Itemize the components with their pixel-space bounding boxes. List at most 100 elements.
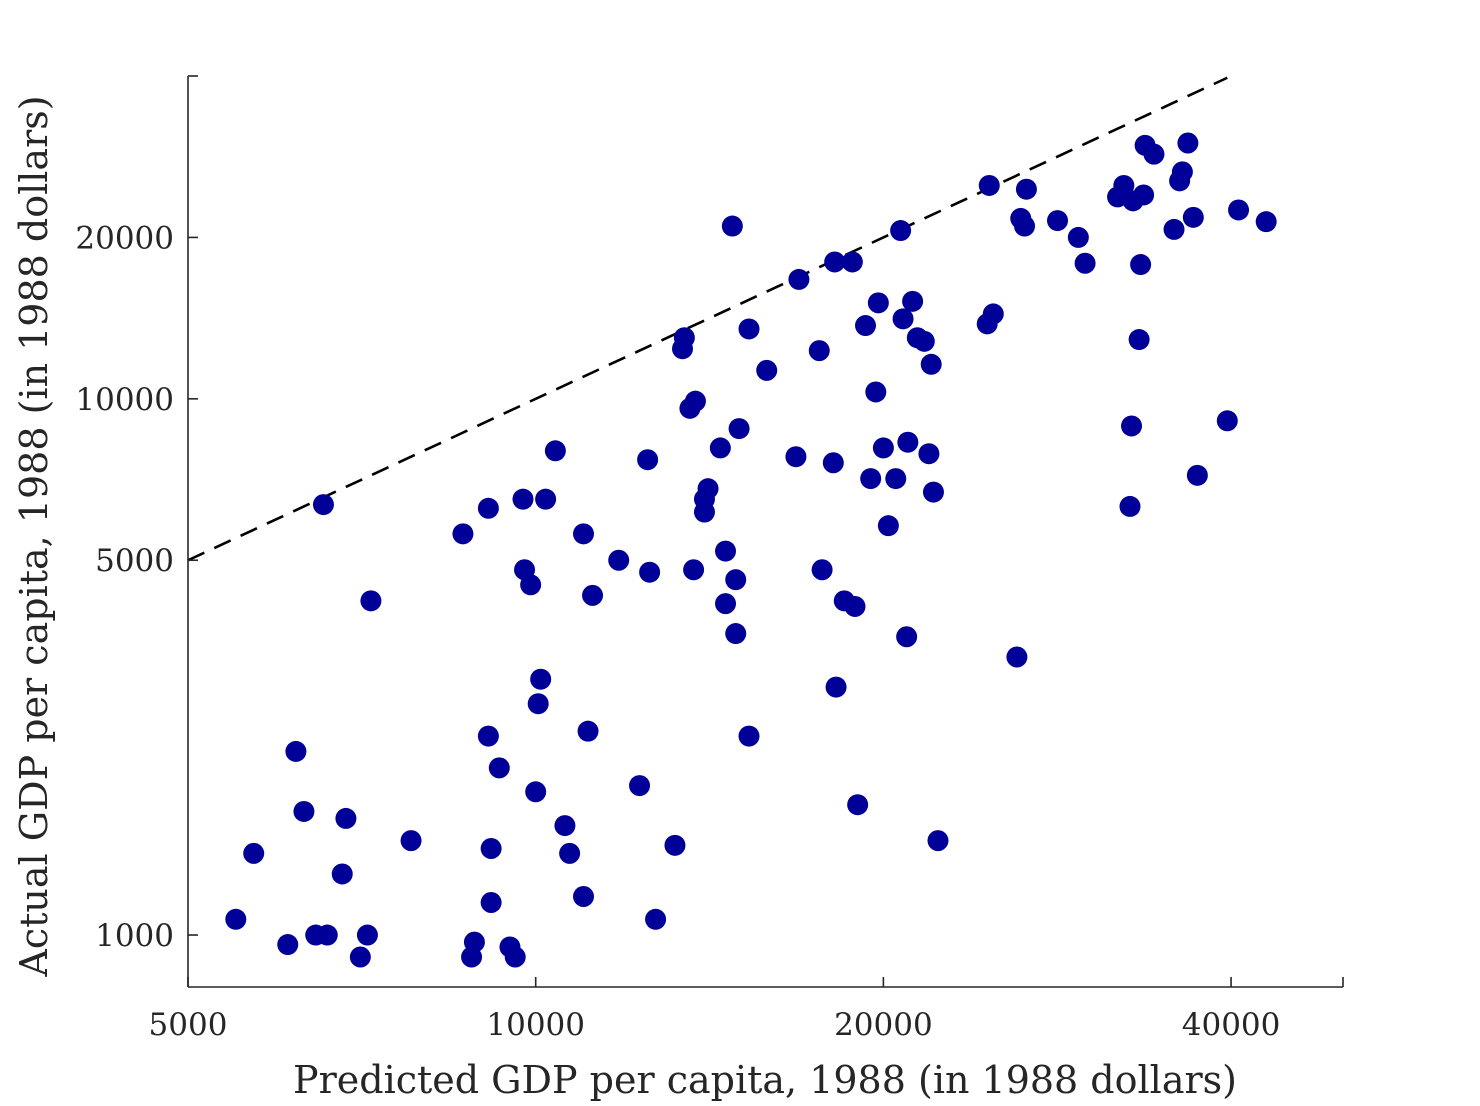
data-point [1216, 410, 1238, 432]
data-point [918, 443, 940, 465]
data-point [335, 807, 357, 829]
data-point [480, 891, 502, 913]
data-point [1130, 254, 1152, 276]
data-point [1128, 329, 1150, 351]
data-point [892, 308, 914, 330]
data-points [225, 132, 1277, 968]
data-point [1006, 646, 1028, 668]
data-point [1177, 132, 1199, 154]
data-point [554, 815, 576, 837]
data-point [477, 497, 499, 519]
data-point [664, 834, 686, 856]
data-point [645, 908, 667, 930]
reference-line-group [187, 76, 1228, 562]
data-point [885, 468, 907, 490]
data-point [922, 481, 944, 503]
data-point [608, 549, 630, 571]
data-point [1067, 226, 1089, 248]
data-point [356, 924, 378, 946]
data-point [822, 452, 844, 474]
data-point [535, 488, 557, 510]
data-point [637, 449, 659, 471]
data-point [738, 725, 760, 747]
data-point [1133, 184, 1155, 206]
data-point [463, 931, 485, 953]
y-tick-label: 10000 [75, 382, 174, 418]
data-point [824, 251, 846, 273]
data-point [1119, 495, 1141, 517]
data-point [1121, 415, 1143, 437]
data-point [684, 390, 706, 412]
y-tick-label: 20000 [75, 220, 174, 256]
data-point [1182, 206, 1204, 228]
data-point [715, 593, 737, 615]
y-axis-label: Actual GDP per capita, 1988 (in 1988 dol… [12, 95, 56, 977]
data-point [841, 251, 863, 273]
data-point [225, 908, 247, 930]
data-point [697, 478, 719, 500]
data-point [890, 220, 912, 242]
data-point [738, 318, 760, 340]
data-point [331, 863, 353, 885]
data-point [855, 315, 877, 337]
data-point [1143, 143, 1165, 165]
data-point [978, 174, 1000, 196]
data-point [1113, 174, 1135, 196]
data-point [982, 303, 1004, 325]
data-point [1163, 218, 1185, 240]
reference-line [187, 76, 1228, 562]
data-point [728, 418, 750, 440]
data-point [896, 626, 918, 648]
data-point [480, 838, 502, 860]
data-point [902, 290, 924, 312]
data-point [897, 431, 919, 453]
data-point [825, 676, 847, 698]
data-point [525, 781, 547, 803]
data-point [477, 725, 499, 747]
data-point [920, 353, 942, 375]
data-point [1186, 464, 1208, 486]
data-point [277, 934, 299, 956]
data-point [512, 488, 534, 510]
data-point [808, 340, 830, 362]
data-point [867, 292, 889, 314]
data-point [629, 775, 651, 797]
data-point [572, 885, 594, 907]
axes [187, 76, 1343, 988]
data-point [673, 327, 695, 349]
y-tick-label: 5000 [95, 543, 174, 579]
data-point [293, 800, 315, 822]
data-point [865, 381, 887, 403]
data-point [527, 693, 549, 715]
x-tick-label: 10000 [486, 1007, 585, 1043]
data-point [577, 720, 599, 742]
data-point [788, 268, 810, 290]
data-point [285, 740, 307, 762]
data-point [452, 523, 474, 545]
data-point [572, 523, 594, 545]
data-point [927, 830, 949, 852]
data-point [360, 590, 382, 612]
data-point [725, 623, 747, 645]
data-point [544, 440, 566, 462]
data-point [709, 437, 731, 459]
data-point [872, 437, 894, 459]
x-tick-label: 40000 [1182, 1007, 1281, 1043]
data-point [847, 794, 869, 816]
y-tick-label: 1000 [95, 918, 174, 954]
data-point [844, 595, 866, 617]
x-tick-label: 5000 [149, 1007, 228, 1043]
data-point [785, 446, 807, 468]
data-point [520, 574, 542, 596]
data-point [721, 215, 743, 237]
data-point [488, 757, 510, 779]
data-point [715, 540, 737, 562]
data-point [1171, 161, 1193, 183]
data-point [639, 561, 661, 583]
data-point [1255, 211, 1277, 233]
ticks: 5000 10000 20000 40000 1000 5000 10000 20000 [75, 75, 1344, 1043]
data-point [243, 842, 265, 864]
data-point [725, 569, 747, 591]
data-point [1014, 215, 1036, 237]
